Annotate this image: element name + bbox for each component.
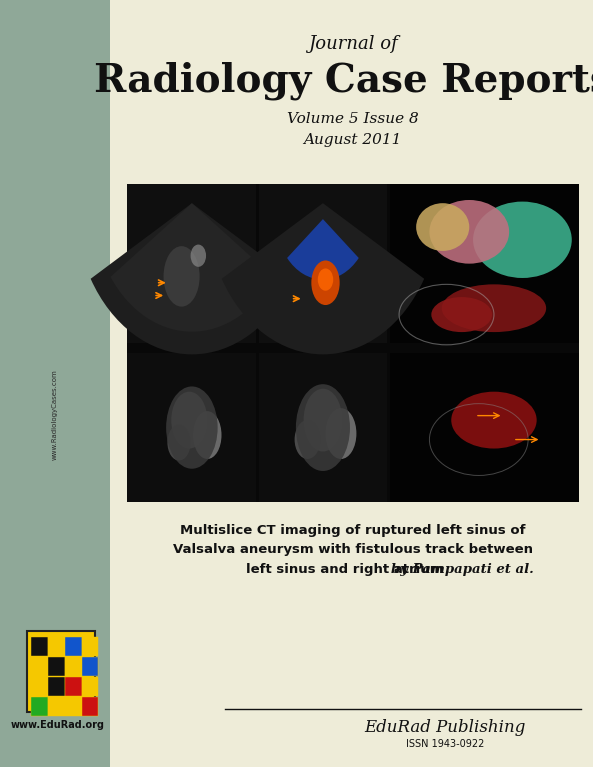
Bar: [49, 696, 65, 716]
Bar: [49, 657, 65, 676]
Text: EduRad Publishing: EduRad Publishing: [364, 719, 525, 736]
Ellipse shape: [318, 268, 333, 291]
Text: Radiology Case Reports: Radiology Case Reports: [94, 61, 593, 100]
Text: www.EduRad.org: www.EduRad.org: [11, 719, 105, 730]
Bar: [49, 637, 65, 656]
Text: Volume 5 Issue 8: Volume 5 Issue 8: [287, 112, 419, 126]
Ellipse shape: [193, 411, 222, 459]
Text: left sinus and right atrium: left sinus and right atrium: [246, 563, 448, 575]
Text: Multislice CT imaging of ruptured left sinus of: Multislice CT imaging of ruptured left s…: [180, 525, 525, 537]
Text: ISSN 1943-0922: ISSN 1943-0922: [406, 739, 484, 749]
Ellipse shape: [296, 384, 350, 471]
Bar: [127, 184, 579, 502]
Wedge shape: [287, 219, 359, 280]
Bar: [65, 637, 81, 656]
Text: August 2011: August 2011: [304, 133, 402, 146]
Bar: [259, 353, 387, 502]
Ellipse shape: [442, 285, 546, 332]
Bar: [390, 184, 579, 344]
Bar: [127, 353, 256, 502]
Ellipse shape: [451, 392, 537, 449]
Ellipse shape: [295, 420, 320, 459]
Ellipse shape: [311, 261, 340, 305]
Bar: [65, 696, 81, 716]
Wedge shape: [91, 203, 293, 354]
Bar: [259, 184, 387, 344]
Wedge shape: [222, 203, 424, 354]
Ellipse shape: [164, 246, 200, 307]
Ellipse shape: [304, 389, 342, 452]
Bar: [65, 676, 81, 696]
Bar: [82, 676, 98, 696]
Bar: [49, 676, 65, 696]
Bar: [31, 657, 47, 676]
Ellipse shape: [166, 387, 218, 469]
Ellipse shape: [473, 202, 572, 278]
Bar: [65, 657, 81, 676]
Wedge shape: [110, 203, 273, 331]
Ellipse shape: [190, 245, 206, 267]
Bar: [82, 637, 98, 656]
Ellipse shape: [431, 297, 492, 332]
Ellipse shape: [167, 425, 190, 460]
Bar: [31, 676, 47, 696]
Ellipse shape: [171, 392, 208, 449]
Text: www.RadiologyCases.com: www.RadiologyCases.com: [52, 369, 58, 459]
Ellipse shape: [416, 203, 469, 251]
Bar: [390, 353, 579, 502]
Text: by Pampapati et al.: by Pampapati et al.: [391, 563, 534, 575]
Text: Valsalva aneurysm with fistulous track between: Valsalva aneurysm with fistulous track b…: [173, 544, 533, 556]
Bar: [82, 657, 98, 676]
Bar: [0, 0, 110, 767]
Text: Journal of: Journal of: [308, 35, 398, 54]
Bar: [82, 696, 98, 716]
Bar: [27, 631, 95, 712]
Ellipse shape: [326, 408, 356, 459]
Bar: [127, 184, 256, 344]
Ellipse shape: [429, 200, 509, 264]
Bar: [31, 637, 47, 656]
Bar: [31, 696, 47, 716]
